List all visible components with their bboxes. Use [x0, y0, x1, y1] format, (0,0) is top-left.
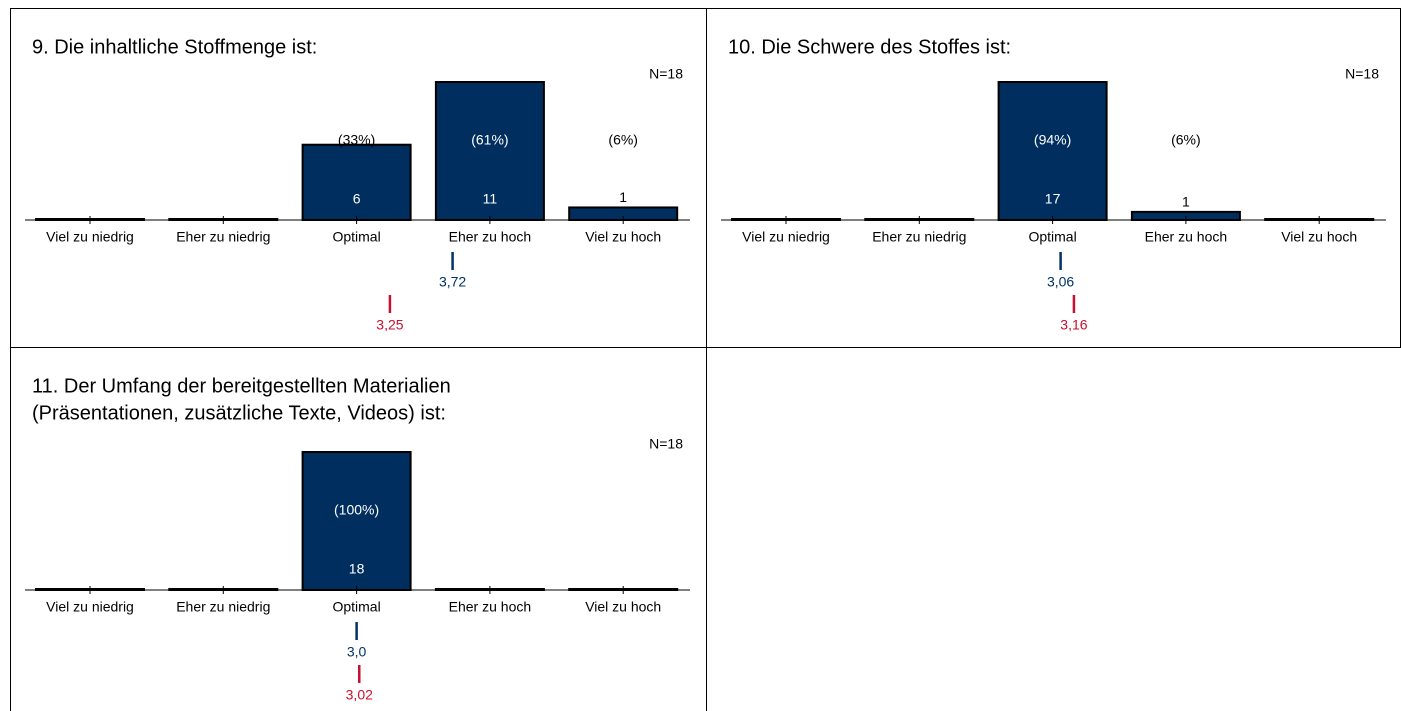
x-tick-label: Eher zu hoch [1145, 229, 1228, 245]
chart-title: 11. Der Umfang der bereitgestellten Mate… [32, 375, 451, 397]
bar [301, 451, 412, 591]
mean-label: 3,0 [347, 644, 367, 660]
bar [997, 81, 1108, 221]
share-label: (100%) [334, 502, 379, 518]
mean-label: 3,25 [376, 317, 403, 333]
count-label: 6 [353, 191, 361, 207]
mean-label: 3,06 [1047, 274, 1074, 290]
share-label: (94%) [1034, 132, 1071, 148]
count-label: 1 [1182, 194, 1190, 210]
share-label: (6%) [608, 132, 638, 148]
count-label: 11 [483, 191, 498, 207]
x-tick-label: Viel zu hoch [585, 599, 661, 615]
x-tick-label: Viel zu niedrig [46, 599, 134, 615]
share-label: (33%) [338, 132, 375, 148]
x-tick-label: Eher zu niedrig [872, 229, 966, 245]
x-tick-label: Eher zu hoch [449, 229, 532, 245]
x-tick-label: Optimal [332, 599, 380, 615]
n-label: N=18 [1345, 66, 1379, 82]
x-tick-label: Viel zu hoch [585, 229, 661, 245]
bar [301, 143, 412, 222]
x-tick-label: Viel zu hoch [1281, 229, 1357, 245]
mean-label: 3,02 [346, 687, 373, 703]
x-tick-label: Viel zu niedrig [742, 229, 830, 245]
mean-label: 3,16 [1060, 317, 1087, 333]
chart-title: 10. Die Schwere des Stoffes ist: [728, 36, 1011, 58]
n-label: N=18 [649, 66, 683, 82]
x-tick-label: Optimal [1028, 229, 1076, 245]
n-label: N=18 [649, 436, 683, 452]
count-label: 1 [619, 189, 627, 205]
share-label: (61%) [471, 132, 508, 148]
x-tick-label: Optimal [332, 229, 380, 245]
x-tick-label: Eher zu niedrig [176, 599, 270, 615]
chart-title: (Präsentationen, zusätzliche Texte, Vide… [32, 402, 446, 424]
share-label: (6%) [1171, 132, 1201, 148]
count-label: 18 [349, 561, 365, 577]
x-tick-label: Eher zu niedrig [176, 229, 270, 245]
mean-label: 3,72 [439, 274, 466, 290]
x-tick-label: Eher zu hoch [449, 599, 532, 615]
count-label: 17 [1045, 191, 1061, 207]
x-tick-label: Viel zu niedrig [46, 229, 134, 245]
chart-title: 9. Die inhaltliche Stoffmenge ist: [32, 36, 317, 58]
